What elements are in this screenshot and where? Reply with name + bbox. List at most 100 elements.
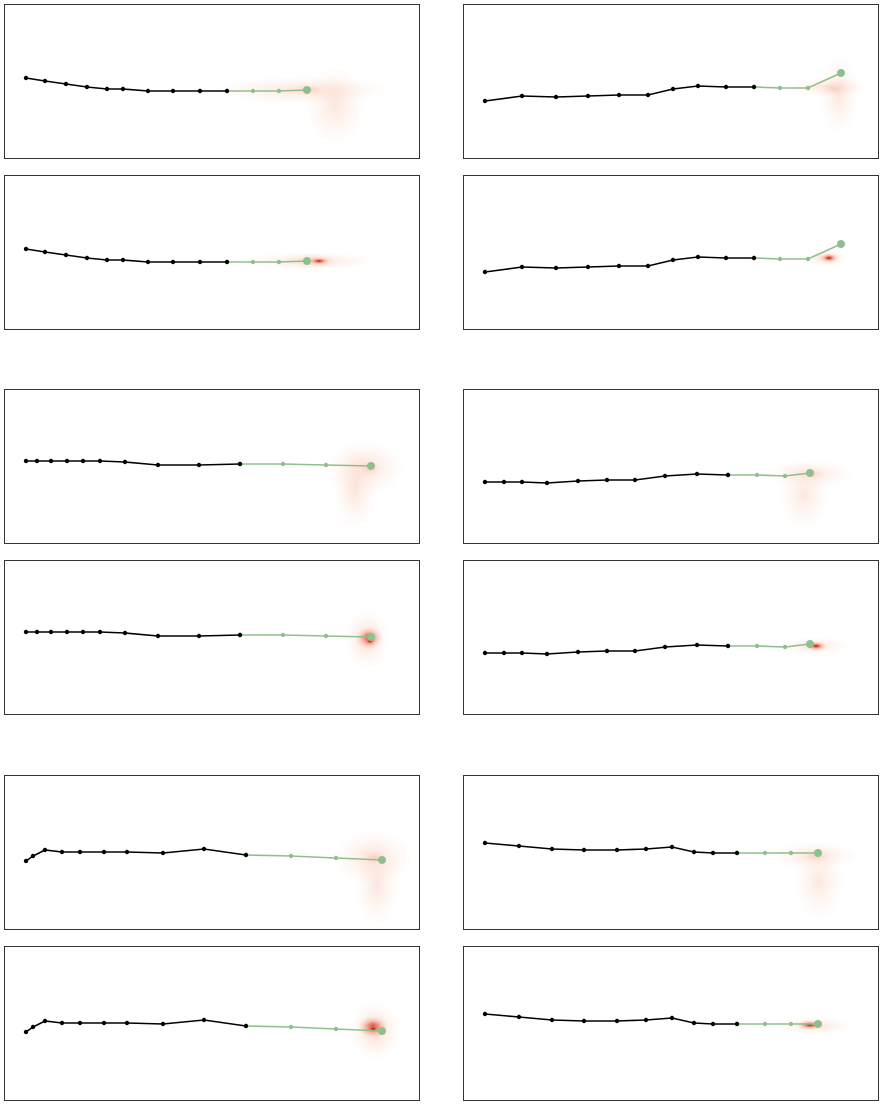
- history-point: [669, 1015, 675, 1021]
- history-point: [30, 853, 36, 859]
- trajectory-panel-row2-right: [463, 175, 879, 330]
- history-point: [197, 259, 203, 265]
- history-point: [549, 846, 555, 852]
- history-point: [751, 255, 757, 261]
- history-line: [25, 1019, 247, 1033]
- history-point: [645, 263, 651, 269]
- history-point: [614, 1018, 620, 1024]
- history-point: [751, 84, 757, 90]
- history-point: [34, 458, 40, 464]
- history-point: [516, 1014, 522, 1020]
- history-point: [501, 650, 507, 656]
- history-point: [224, 88, 230, 94]
- history-point: [48, 458, 54, 464]
- ground-truth-point: [754, 472, 760, 478]
- ground-truth-endpoint: [814, 1020, 822, 1028]
- history-point: [124, 849, 130, 855]
- ground-truth-line: [728, 643, 811, 648]
- ground-truth-endpoint: [806, 469, 814, 477]
- history-point: [691, 1020, 697, 1026]
- history-point: [519, 93, 525, 99]
- history-point: [64, 629, 70, 635]
- ground-truth-line: [240, 634, 372, 638]
- history-point: [604, 477, 610, 483]
- ground-truth-point: [288, 853, 294, 859]
- history-point: [201, 1017, 207, 1023]
- trajectory-panel-row1-left: [4, 4, 420, 159]
- panel-plot: [23, 1001, 401, 1061]
- history-point: [170, 259, 176, 265]
- history-point: [145, 259, 151, 265]
- ground-truth-endpoint: [367, 633, 375, 641]
- history-point: [23, 1029, 29, 1035]
- history-point: [694, 642, 700, 648]
- history-point: [97, 629, 103, 635]
- history-line: [485, 644, 729, 655]
- ground-truth-point: [805, 256, 811, 262]
- history-point: [197, 88, 203, 94]
- history-point: [80, 458, 86, 464]
- history-point: [482, 269, 488, 275]
- density-blob-1: [355, 846, 399, 926]
- history-point: [59, 1020, 65, 1026]
- history-point: [669, 844, 675, 850]
- history-point: [145, 88, 151, 94]
- history-point: [243, 1023, 249, 1029]
- density-blob-1: [305, 65, 365, 145]
- history-point: [97, 458, 103, 464]
- ground-truth-endpoint: [837, 240, 845, 248]
- history-point: [120, 257, 126, 263]
- ground-truth-endpoint: [837, 69, 845, 77]
- panel-plot: [23, 65, 395, 145]
- history-point: [581, 847, 587, 853]
- history-point: [614, 847, 620, 853]
- ground-truth-point: [333, 1026, 339, 1032]
- history-point: [122, 459, 128, 465]
- ground-truth-line: [227, 260, 308, 263]
- ground-truth-point: [276, 259, 282, 265]
- history-point: [662, 644, 668, 650]
- history-point: [662, 473, 668, 479]
- history-point: [23, 458, 29, 464]
- ground-truth-point: [280, 461, 286, 467]
- ground-truth-point: [762, 1021, 768, 1027]
- history-point: [710, 850, 716, 856]
- history-point: [670, 257, 676, 263]
- history-point: [553, 265, 559, 271]
- ground-truth-point: [805, 85, 811, 91]
- panel-plot: [23, 440, 405, 530]
- ground-truth-line: [728, 472, 811, 477]
- history-point: [48, 629, 54, 635]
- history-line: [26, 460, 241, 466]
- history-point: [63, 252, 69, 258]
- history-point: [64, 458, 70, 464]
- history-point: [23, 629, 29, 635]
- history-point: [101, 849, 107, 855]
- ground-truth-point: [754, 643, 760, 649]
- history-point: [616, 263, 622, 269]
- history-point: [544, 480, 550, 486]
- history-point: [155, 633, 161, 639]
- history-point: [243, 852, 249, 858]
- history-point: [519, 650, 525, 656]
- history-point: [160, 850, 166, 856]
- trajectory-panel-row4-left: [4, 560, 420, 715]
- ground-truth-point: [323, 462, 329, 468]
- ground-truth-point: [280, 632, 286, 638]
- history-point: [519, 479, 525, 485]
- history-point: [695, 254, 701, 260]
- panel-plot: [23, 830, 413, 926]
- history-line: [25, 77, 227, 92]
- history-point: [122, 630, 128, 636]
- history-point: [575, 478, 581, 484]
- history-point: [30, 1024, 36, 1030]
- history-point: [632, 648, 638, 654]
- history-point: [42, 78, 48, 84]
- panel-plot: [482, 460, 854, 530]
- history-point: [643, 1017, 649, 1023]
- history-point: [160, 1021, 166, 1027]
- trajectory-panel-row1-right: [463, 4, 879, 159]
- history-point: [549, 1017, 555, 1023]
- history-line: [484, 85, 754, 102]
- history-line: [26, 631, 241, 637]
